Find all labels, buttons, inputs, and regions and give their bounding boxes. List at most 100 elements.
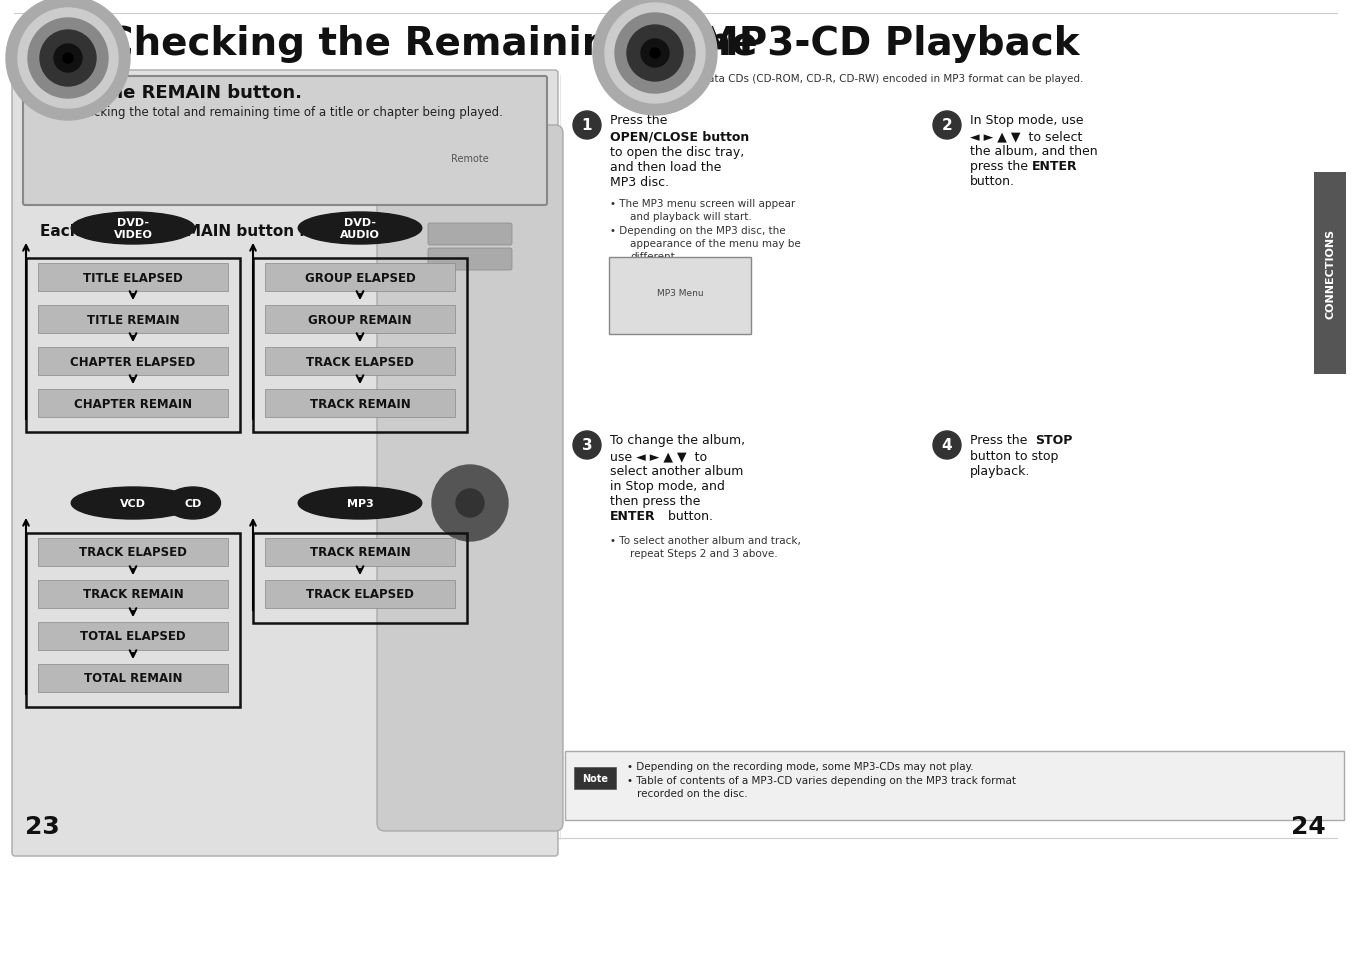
Text: Remote: Remote xyxy=(451,153,489,164)
Text: GROUP REMAIN: GROUP REMAIN xyxy=(308,314,412,326)
Text: • For checking the total and remaining time of a title or chapter being played.: • For checking the total and remaining t… xyxy=(41,106,503,119)
FancyBboxPatch shape xyxy=(428,224,512,246)
Text: TRACK REMAIN: TRACK REMAIN xyxy=(82,588,184,601)
FancyBboxPatch shape xyxy=(265,390,455,417)
Text: 3: 3 xyxy=(582,438,592,453)
FancyBboxPatch shape xyxy=(377,126,563,831)
Text: 2: 2 xyxy=(942,118,952,133)
Text: DVD-
VIDEO: DVD- VIDEO xyxy=(113,218,153,239)
Text: the album, and then: the album, and then xyxy=(970,145,1097,158)
Text: button.: button. xyxy=(663,510,713,522)
Circle shape xyxy=(615,14,694,94)
Text: use ◄ ► ▲ ▼  to: use ◄ ► ▲ ▼ to xyxy=(611,450,707,462)
FancyBboxPatch shape xyxy=(265,264,455,292)
Ellipse shape xyxy=(166,488,220,519)
FancyBboxPatch shape xyxy=(38,622,228,650)
Text: MP3 disc.: MP3 disc. xyxy=(611,175,669,189)
Text: and playback will start.: and playback will start. xyxy=(630,212,751,222)
Circle shape xyxy=(573,112,601,140)
FancyBboxPatch shape xyxy=(12,71,558,856)
Circle shape xyxy=(54,45,82,73)
Circle shape xyxy=(28,19,108,99)
Circle shape xyxy=(650,49,661,59)
Circle shape xyxy=(934,432,961,459)
Text: Each time the REMAIN button is pressed: Each time the REMAIN button is pressed xyxy=(41,224,386,239)
Text: TRACK REMAIN: TRACK REMAIN xyxy=(309,546,411,558)
Text: TITLE ELAPSED: TITLE ELAPSED xyxy=(84,272,182,284)
Ellipse shape xyxy=(72,213,195,245)
Text: then press the: then press the xyxy=(611,495,700,507)
Text: To change the album,: To change the album, xyxy=(611,434,746,447)
Text: CHAPTER REMAIN: CHAPTER REMAIN xyxy=(74,397,192,410)
FancyBboxPatch shape xyxy=(38,664,228,692)
Circle shape xyxy=(5,0,130,121)
Text: in Stop mode, and: in Stop mode, and xyxy=(611,479,725,493)
Text: appearance of the menu may be: appearance of the menu may be xyxy=(630,239,801,249)
Text: 23: 23 xyxy=(26,814,59,838)
Text: select another album: select another album xyxy=(611,464,743,477)
Text: TOTAL ELAPSED: TOTAL ELAPSED xyxy=(80,630,186,643)
Text: Press the: Press the xyxy=(611,113,667,127)
Text: TITLE REMAIN: TITLE REMAIN xyxy=(86,314,180,326)
Circle shape xyxy=(18,9,118,109)
FancyBboxPatch shape xyxy=(265,348,455,375)
Text: MP3-CD Playback: MP3-CD Playback xyxy=(700,25,1079,63)
Text: recorded on the disc.: recorded on the disc. xyxy=(638,788,747,799)
Text: STOP: STOP xyxy=(1035,434,1073,447)
Text: • To select another album and track,: • To select another album and track, xyxy=(611,536,801,545)
Text: ENTER: ENTER xyxy=(1032,160,1078,172)
Text: TRACK ELAPSED: TRACK ELAPSED xyxy=(307,355,413,368)
Text: • The MP3 menu screen will appear: • The MP3 menu screen will appear xyxy=(611,199,796,209)
Ellipse shape xyxy=(299,488,422,519)
Circle shape xyxy=(627,26,684,82)
Text: In Stop mode, use: In Stop mode, use xyxy=(970,113,1084,127)
Circle shape xyxy=(457,490,484,517)
Circle shape xyxy=(593,0,717,116)
Text: • Table of contents of a MP3-CD varies depending on the MP3 track format: • Table of contents of a MP3-CD varies d… xyxy=(627,775,1016,785)
Text: button to stop: button to stop xyxy=(970,450,1058,462)
Text: to open the disc tray,: to open the disc tray, xyxy=(611,146,744,159)
Text: • Depending on the recording mode, some MP3-CDs may not play.: • Depending on the recording mode, some … xyxy=(627,761,974,771)
FancyBboxPatch shape xyxy=(609,257,751,335)
FancyBboxPatch shape xyxy=(38,348,228,375)
Text: DVD-
AUDIO: DVD- AUDIO xyxy=(340,218,380,239)
Text: TRACK ELAPSED: TRACK ELAPSED xyxy=(307,588,413,601)
Text: TOTAL REMAIN: TOTAL REMAIN xyxy=(84,672,182,685)
Text: GROUP ELAPSED: GROUP ELAPSED xyxy=(304,272,415,284)
Text: Note: Note xyxy=(582,773,608,783)
Text: TRACK REMAIN: TRACK REMAIN xyxy=(309,397,411,410)
Circle shape xyxy=(63,54,73,64)
Text: button.: button. xyxy=(970,174,1015,188)
Circle shape xyxy=(934,112,961,140)
Ellipse shape xyxy=(299,213,422,245)
Text: different.: different. xyxy=(630,252,678,262)
Text: VCD: VCD xyxy=(120,498,146,509)
Text: Press the REMAIN button.: Press the REMAIN button. xyxy=(41,84,303,102)
Text: CD: CD xyxy=(184,498,201,509)
FancyBboxPatch shape xyxy=(265,538,455,566)
FancyBboxPatch shape xyxy=(38,264,228,292)
Circle shape xyxy=(573,432,601,459)
FancyBboxPatch shape xyxy=(265,580,455,608)
FancyBboxPatch shape xyxy=(565,751,1344,821)
Text: press the: press the xyxy=(970,160,1032,172)
FancyBboxPatch shape xyxy=(38,580,228,608)
Text: 24: 24 xyxy=(1292,814,1325,838)
Circle shape xyxy=(640,40,669,68)
Ellipse shape xyxy=(72,488,195,519)
Circle shape xyxy=(605,4,705,104)
Text: 4: 4 xyxy=(942,438,952,453)
Text: OPEN/CLOSE button: OPEN/CLOSE button xyxy=(611,130,750,143)
Text: MP3 Menu: MP3 Menu xyxy=(657,289,704,298)
FancyBboxPatch shape xyxy=(428,249,512,271)
Circle shape xyxy=(432,465,508,541)
FancyBboxPatch shape xyxy=(23,77,547,206)
Text: repeat Steps 2 and 3 above.: repeat Steps 2 and 3 above. xyxy=(630,548,778,558)
Text: ◄ ► ▲ ▼  to select: ◄ ► ▲ ▼ to select xyxy=(970,130,1082,143)
FancyBboxPatch shape xyxy=(38,538,228,566)
FancyBboxPatch shape xyxy=(38,306,228,334)
FancyBboxPatch shape xyxy=(1315,172,1346,375)
FancyBboxPatch shape xyxy=(38,390,228,417)
Text: • Depending on the MP3 disc, the: • Depending on the MP3 disc, the xyxy=(611,226,786,235)
Text: ENTER: ENTER xyxy=(611,510,655,522)
